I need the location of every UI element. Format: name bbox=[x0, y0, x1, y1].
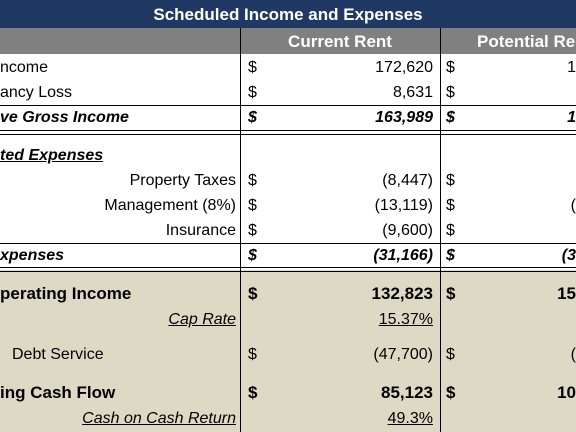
currency-sign: $ bbox=[446, 346, 455, 363]
header-row bbox=[0, 28, 576, 54]
double-rule bbox=[0, 267, 576, 272]
currency-sign: $ bbox=[446, 172, 455, 189]
currency-sign: $ bbox=[446, 59, 455, 76]
row-label: perating Income bbox=[0, 284, 132, 303]
currency-sign: $ bbox=[248, 284, 258, 303]
currency-sign: $ bbox=[248, 346, 257, 363]
potential-value: ( bbox=[570, 197, 576, 214]
column-header: Potential Re bbox=[477, 32, 576, 51]
current-value: 15.37% bbox=[378, 311, 433, 328]
row-label: Cap Rate bbox=[168, 311, 236, 328]
current-value: (47,700) bbox=[373, 346, 433, 363]
double-rule bbox=[0, 130, 576, 135]
currency-sign: $ bbox=[446, 222, 455, 239]
row-label: Insurance bbox=[165, 222, 236, 239]
currency-sign: $ bbox=[446, 247, 455, 264]
currency-sign: $ bbox=[446, 109, 455, 126]
current-value: 132,823 bbox=[371, 284, 433, 303]
row-label: Management (8%) bbox=[104, 197, 236, 214]
column-header: Current Rent bbox=[288, 32, 392, 51]
potential-value: 15 bbox=[557, 284, 576, 303]
current-value: 172,620 bbox=[375, 59, 433, 76]
current-value: 163,989 bbox=[375, 109, 433, 126]
potential-value: ( bbox=[570, 346, 576, 363]
currency-sign: $ bbox=[446, 197, 455, 214]
currency-sign: $ bbox=[248, 383, 258, 402]
potential-value: 10 bbox=[557, 383, 576, 402]
currency-sign: $ bbox=[248, 247, 257, 264]
current-value: (9,600) bbox=[382, 222, 433, 239]
currency-sign: $ bbox=[248, 109, 257, 126]
title-bar bbox=[0, 0, 576, 28]
current-value: 85,123 bbox=[381, 383, 433, 402]
current-value: (31,166) bbox=[373, 247, 433, 264]
row-label: ancy Loss bbox=[0, 84, 73, 101]
row-label: ve Gross Income bbox=[0, 109, 129, 126]
currency-sign: $ bbox=[248, 172, 257, 189]
row-label: Debt Service bbox=[12, 346, 104, 363]
column-border bbox=[440, 28, 441, 432]
current-value: 49.3% bbox=[387, 410, 433, 427]
title: Scheduled Income and Expenses bbox=[153, 5, 423, 24]
row-label: ing Cash Flow bbox=[0, 383, 116, 402]
row-label: xpenses bbox=[0, 247, 65, 264]
currency-sign: $ bbox=[446, 383, 456, 402]
currency-sign: $ bbox=[248, 59, 257, 76]
row-label: ncome bbox=[0, 59, 49, 76]
current-value: (13,119) bbox=[374, 197, 433, 214]
rule bbox=[0, 105, 576, 106]
summary-band bbox=[0, 270, 576, 432]
potential-value: 1 bbox=[567, 59, 576, 76]
currency-sign: $ bbox=[248, 84, 257, 101]
currency-sign: $ bbox=[446, 84, 455, 101]
potential-value: 1 bbox=[567, 109, 576, 126]
potential-value: (3 bbox=[561, 247, 576, 264]
rule bbox=[0, 243, 576, 244]
row-label: Property Taxes bbox=[129, 172, 236, 189]
row-label: ted Expenses bbox=[0, 147, 104, 164]
current-value: 8,631 bbox=[392, 84, 433, 101]
currency-sign: $ bbox=[446, 284, 456, 303]
row-label: Cash on Cash Return bbox=[82, 410, 236, 427]
column-border bbox=[240, 28, 241, 432]
currency-sign: $ bbox=[248, 197, 257, 214]
currency-sign: $ bbox=[248, 222, 257, 239]
current-value: (8,447) bbox=[382, 172, 433, 189]
